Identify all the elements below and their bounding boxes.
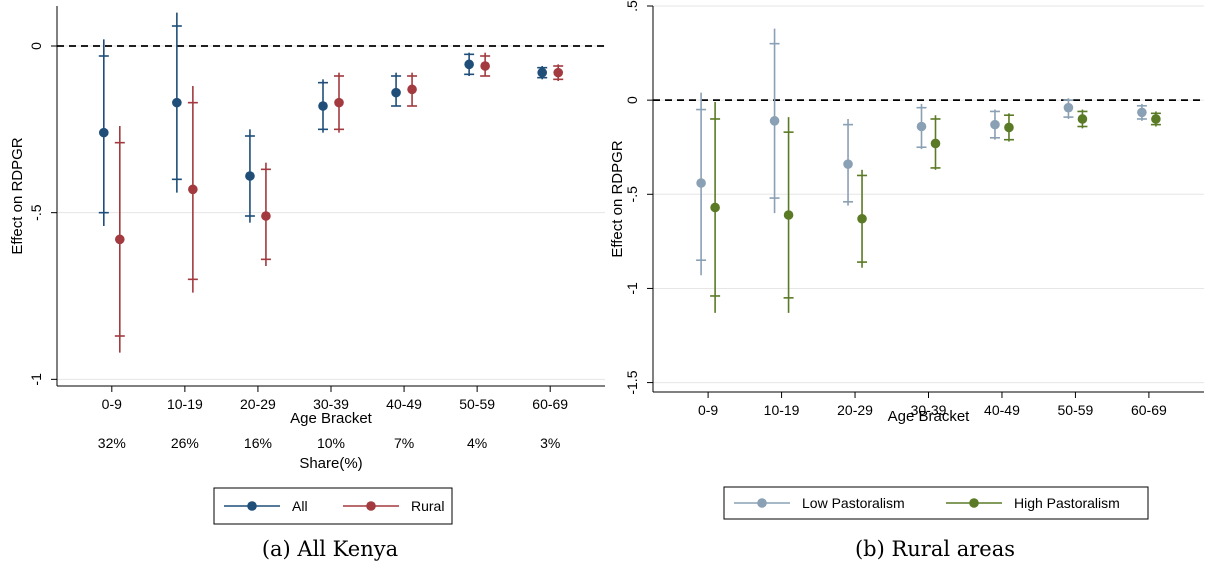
x-axis-label: Age Bracket bbox=[888, 408, 971, 425]
y-tick-label: 0 bbox=[624, 96, 640, 104]
x-tick-label: 40-49 bbox=[386, 396, 422, 412]
point-marker bbox=[480, 61, 490, 71]
share-label: 7% bbox=[394, 435, 414, 451]
legend-label: All bbox=[292, 498, 308, 514]
y-axis-label: Effect on RDPGR bbox=[609, 140, 626, 257]
share-label: 16% bbox=[244, 435, 272, 451]
chart-panel-rural-areas: .5 0 -.5 -1 -1.5 0-9 10-19 20-29 30-39 40-49 50-59… bbox=[609, 0, 1204, 561]
point-marker bbox=[990, 119, 1000, 130]
point-marker bbox=[99, 127, 109, 138]
point-marker bbox=[115, 234, 125, 245]
y-tick-label: 0 bbox=[28, 42, 44, 50]
point-marker bbox=[783, 210, 794, 220]
y-tick-label: -.5 bbox=[28, 204, 44, 221]
shares-label: Share(%) bbox=[299, 455, 362, 472]
point-marker bbox=[391, 87, 401, 98]
x-tick-label: 50-59 bbox=[1058, 402, 1094, 418]
legend-box bbox=[723, 486, 1149, 520]
x-tick-label: 0-9 bbox=[102, 396, 122, 412]
point-marker bbox=[1004, 122, 1014, 133]
x-tick-label: 20-29 bbox=[240, 396, 276, 412]
legend-label: Low Pastoralism bbox=[802, 495, 905, 511]
x-tick-label: 40-49 bbox=[984, 402, 1020, 418]
legend-marker bbox=[366, 501, 376, 511]
x-tick-label: 20-29 bbox=[837, 402, 873, 418]
y-tick-label: .5 bbox=[624, 0, 640, 12]
chart-caption: (b) Rural areas bbox=[855, 537, 1015, 561]
legend-marker bbox=[757, 498, 767, 508]
share-label: 26% bbox=[171, 435, 199, 451]
point-marker bbox=[261, 211, 271, 221]
point-marker bbox=[930, 138, 941, 149]
point-marker bbox=[843, 159, 853, 169]
y-tick-label: -1 bbox=[28, 373, 44, 386]
x-tick-label: 60-69 bbox=[1131, 402, 1167, 418]
y-tick-label: -.5 bbox=[624, 186, 640, 203]
point-marker bbox=[172, 97, 182, 108]
point-marker bbox=[1151, 114, 1161, 124]
share-label: 4% bbox=[467, 435, 487, 451]
point-marker bbox=[1063, 102, 1074, 113]
point-marker bbox=[188, 184, 198, 195]
point-marker bbox=[916, 121, 927, 132]
point-marker bbox=[769, 116, 780, 126]
y-axis-label: Effect on RDPGR bbox=[9, 137, 26, 254]
x-tick-label: 10-19 bbox=[167, 396, 203, 412]
legend-marker bbox=[247, 501, 257, 511]
legend-marker bbox=[969, 498, 979, 508]
x-axis-label: Age Bracket bbox=[290, 410, 373, 427]
share-label: 10% bbox=[317, 435, 345, 451]
y-tick-label: -1.5 bbox=[624, 370, 640, 394]
point-marker bbox=[1137, 107, 1147, 118]
point-marker bbox=[710, 202, 720, 213]
point-marker bbox=[553, 67, 563, 78]
x-tick-label: 10-19 bbox=[764, 402, 800, 418]
legend-label: High Pastoralism bbox=[1014, 495, 1120, 511]
point-marker bbox=[334, 97, 344, 108]
chart-caption: (a) All Kenya bbox=[262, 537, 398, 561]
x-tick-label: 50-59 bbox=[459, 396, 495, 412]
y-tick-label: -1 bbox=[624, 282, 640, 295]
share-label: 32% bbox=[98, 435, 126, 451]
point-marker bbox=[857, 213, 867, 224]
point-marker bbox=[318, 101, 328, 111]
share-label: 3% bbox=[540, 435, 560, 451]
point-marker bbox=[464, 59, 474, 70]
legend-label: Rural bbox=[411, 498, 444, 514]
chart-panel-all-kenya: 0 -.5 -1 0-9 32% 10-19 26% 20-29 16% 30-39 10% 40-4… bbox=[9, 6, 605, 561]
x-tick-label: 60-69 bbox=[532, 396, 568, 412]
point-marker bbox=[245, 171, 255, 181]
x-tick-label: 30-39 bbox=[911, 402, 947, 418]
point-marker bbox=[1077, 114, 1088, 124]
point-marker bbox=[537, 67, 547, 78]
point-marker bbox=[407, 84, 417, 95]
x-tick-label: 0-9 bbox=[698, 402, 718, 418]
point-marker bbox=[696, 178, 706, 188]
x-tick-label: 30-39 bbox=[313, 396, 349, 412]
